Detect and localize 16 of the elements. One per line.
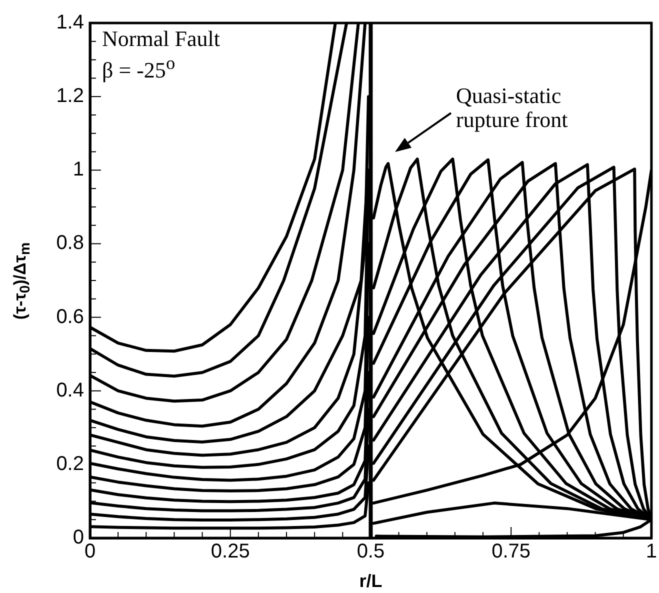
y-tick-label: 0.2	[56, 452, 84, 475]
y-tick-label: 0.8	[56, 232, 84, 254]
y-tick-label: 1.4	[56, 12, 84, 34]
y-tick-label: 0	[72, 526, 84, 549]
x-tick-label: 0.25	[210, 540, 250, 563]
x-tick-label: 0.5	[356, 540, 385, 563]
x-axis-title: r/L	[359, 571, 382, 592]
y-tick-label: 0.6	[56, 306, 84, 328]
annotation: β = -25$^{o}$	[102, 53, 176, 83]
x-tick-label: 1	[646, 540, 657, 563]
annotation: Quasi-static rupture front	[456, 83, 569, 132]
x-tick-label: 0.75	[492, 540, 531, 563]
annotation: Normal Fault	[102, 26, 220, 52]
y-tick-label: 1.2	[56, 85, 84, 108]
y-tick-label: 1	[72, 158, 84, 181]
y-tick-label: 0.4	[56, 379, 84, 402]
